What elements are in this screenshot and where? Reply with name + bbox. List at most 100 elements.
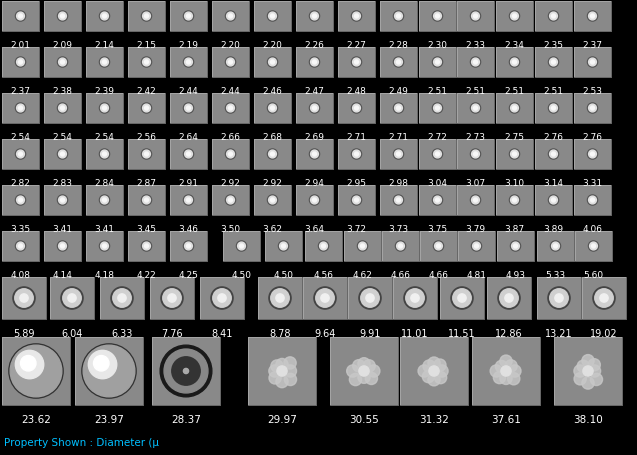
Circle shape — [183, 196, 194, 206]
Text: 2.37: 2.37 — [10, 87, 31, 96]
Bar — [380, 94, 417, 124]
Circle shape — [227, 105, 234, 113]
Circle shape — [510, 150, 520, 160]
Circle shape — [284, 357, 296, 369]
Circle shape — [574, 373, 586, 385]
Bar — [296, 48, 333, 78]
Circle shape — [225, 58, 236, 68]
Text: 2.51: 2.51 — [505, 87, 524, 96]
Bar — [2, 232, 39, 262]
Bar — [574, 2, 611, 32]
Circle shape — [451, 287, 473, 309]
Circle shape — [428, 374, 440, 386]
Circle shape — [587, 104, 598, 114]
Circle shape — [187, 199, 190, 202]
Bar — [44, 48, 81, 78]
Circle shape — [311, 13, 318, 21]
Circle shape — [141, 196, 152, 206]
Circle shape — [269, 287, 291, 309]
Circle shape — [17, 197, 24, 204]
Bar — [348, 278, 392, 319]
Bar — [265, 232, 302, 262]
Circle shape — [550, 242, 561, 252]
Circle shape — [269, 105, 276, 113]
Text: 2.66: 2.66 — [220, 133, 241, 142]
Circle shape — [15, 58, 25, 68]
Bar — [44, 94, 81, 124]
Circle shape — [434, 151, 441, 158]
Circle shape — [17, 13, 24, 21]
Text: 5.60: 5.60 — [583, 270, 604, 279]
Circle shape — [13, 287, 35, 309]
Bar — [128, 2, 165, 32]
Bar — [212, 2, 249, 32]
Bar — [380, 140, 417, 170]
Bar — [496, 48, 533, 78]
Circle shape — [185, 13, 192, 21]
Circle shape — [213, 289, 231, 308]
Circle shape — [113, 289, 131, 308]
Circle shape — [473, 243, 480, 250]
Circle shape — [141, 150, 152, 160]
Circle shape — [352, 196, 362, 206]
Circle shape — [183, 58, 194, 68]
Circle shape — [548, 104, 559, 114]
Text: 2.98: 2.98 — [389, 179, 408, 187]
Circle shape — [436, 107, 440, 111]
Text: 31.32: 31.32 — [419, 414, 449, 424]
Bar — [212, 140, 249, 170]
Circle shape — [143, 59, 150, 67]
Circle shape — [397, 153, 401, 157]
Bar — [170, 94, 207, 124]
Text: 8.78: 8.78 — [269, 328, 290, 338]
Bar — [419, 94, 456, 124]
Circle shape — [511, 59, 519, 67]
Circle shape — [143, 13, 150, 21]
Circle shape — [82, 344, 136, 398]
Bar — [2, 48, 39, 78]
Bar — [296, 186, 333, 216]
Circle shape — [68, 294, 76, 303]
Text: 4.56: 4.56 — [313, 270, 334, 279]
Text: 2.38: 2.38 — [52, 87, 73, 96]
Bar — [419, 48, 456, 78]
Text: 6.33: 6.33 — [111, 328, 132, 338]
Circle shape — [185, 59, 192, 67]
Bar — [338, 140, 375, 170]
Bar — [535, 48, 572, 78]
Circle shape — [397, 15, 401, 19]
Circle shape — [589, 13, 596, 21]
Bar — [537, 278, 581, 319]
Text: 5.33: 5.33 — [545, 270, 566, 279]
Bar — [44, 48, 81, 78]
Bar — [497, 232, 534, 262]
Circle shape — [99, 104, 110, 114]
Circle shape — [227, 151, 234, 158]
Circle shape — [269, 59, 276, 67]
Bar — [487, 278, 531, 319]
Circle shape — [141, 242, 152, 252]
Circle shape — [99, 150, 110, 160]
Bar — [487, 278, 531, 319]
Bar — [170, 48, 207, 78]
Bar — [212, 94, 249, 124]
Circle shape — [590, 374, 603, 386]
Bar — [86, 94, 123, 124]
Circle shape — [229, 15, 233, 19]
Circle shape — [582, 355, 594, 367]
Bar — [419, 186, 456, 216]
Text: 3.87: 3.87 — [505, 224, 524, 233]
Bar — [170, 2, 207, 32]
Circle shape — [552, 243, 559, 250]
Bar — [86, 140, 123, 170]
Circle shape — [554, 244, 557, 248]
Circle shape — [590, 199, 594, 202]
Bar — [254, 94, 291, 124]
Text: 9.64: 9.64 — [314, 328, 336, 338]
Circle shape — [355, 107, 359, 111]
Circle shape — [352, 104, 362, 114]
Bar — [50, 278, 94, 319]
Text: 6.04: 6.04 — [61, 328, 83, 338]
Bar — [86, 48, 123, 78]
Bar — [338, 2, 375, 32]
